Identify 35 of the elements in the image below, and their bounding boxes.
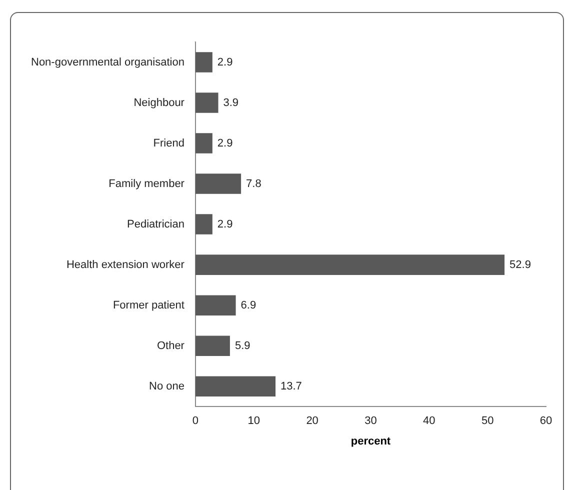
bar	[195, 92, 218, 113]
bar	[195, 174, 242, 194]
data-label: 13.7	[280, 380, 302, 392]
data-label: 2.9	[217, 56, 233, 68]
y-tick-label: Non-governmental organisation	[30, 56, 184, 68]
data-label: 5.9	[234, 340, 250, 352]
bar	[195, 133, 212, 154]
x-tick-label: 10	[248, 415, 260, 428]
bar	[195, 214, 212, 234]
data-label: 6.9	[240, 299, 256, 312]
y-tick-label: Neighbour	[134, 96, 185, 109]
x-tick-label: 50	[481, 415, 494, 428]
data-label: 2.9	[217, 137, 233, 150]
data-label: 7.8	[246, 178, 262, 190]
x-axis-title: percent	[350, 435, 391, 448]
data-label: 3.9	[223, 96, 239, 109]
x-tick-label: 30	[364, 415, 377, 428]
y-tick-label: Other	[156, 340, 185, 352]
bar	[195, 52, 212, 72]
x-tick-label: 60	[540, 415, 552, 428]
y-tick-label: No one	[148, 380, 184, 392]
bar	[195, 295, 236, 316]
bar	[195, 254, 505, 275]
bar	[195, 376, 276, 396]
y-tick-label: Health extension worker	[66, 258, 185, 271]
y-tick-label: Former patient	[112, 299, 184, 312]
bar	[195, 336, 230, 356]
x-tick-label: 40	[423, 415, 436, 428]
y-tick-label: Pediatrician	[126, 218, 184, 230]
y-tick-label: Family member	[108, 178, 185, 190]
x-tick-label: 0	[192, 415, 199, 428]
data-label: 2.9	[217, 218, 233, 230]
y-tick-label: Friend	[153, 137, 184, 150]
data-label: 52.9	[510, 258, 531, 271]
x-tick-label: 20	[306, 415, 318, 428]
